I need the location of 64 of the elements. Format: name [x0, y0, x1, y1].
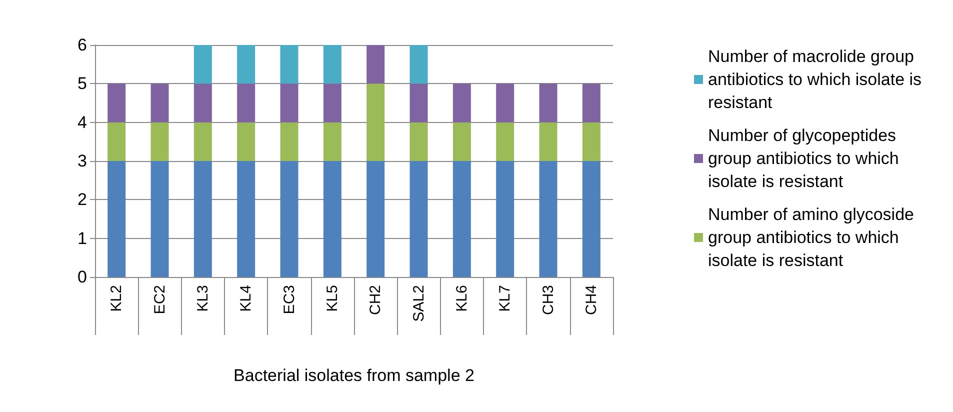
bar — [194, 84, 212, 122]
y-tick-label: 4 — [78, 112, 87, 132]
x-tick-label: CH3 — [540, 285, 557, 316]
y-tick-label: 0 — [78, 268, 87, 286]
bar — [452, 161, 471, 277]
legend-label: Number of macrolide group antibiotics to which isolate is resistant — [708, 47, 926, 112]
bar — [366, 84, 385, 161]
y-tick-label: 6 — [78, 36, 87, 54]
bar — [280, 84, 298, 122]
bar — [194, 45, 212, 84]
bar — [150, 161, 169, 277]
bar — [582, 84, 600, 122]
y-tick-label: 2 — [78, 190, 87, 210]
bar — [280, 45, 298, 84]
bar — [323, 122, 342, 161]
bar — [452, 84, 471, 122]
bar — [496, 84, 514, 122]
x-tick-label: CH2 — [367, 285, 384, 316]
x-tick-label: KL3 — [194, 285, 212, 312]
bar — [452, 122, 471, 161]
bar — [194, 161, 212, 277]
bar — [496, 122, 514, 161]
bar — [323, 45, 342, 84]
bar — [582, 161, 600, 277]
bar — [108, 84, 126, 122]
bar — [108, 122, 126, 161]
bar — [108, 161, 126, 277]
bar — [280, 161, 298, 277]
bar — [237, 84, 256, 122]
x-tick-label: EC2 — [151, 285, 168, 314]
legend-label: Number of glycopeptides group antibiotics to which isolate is resistant — [708, 126, 904, 191]
bar — [410, 45, 428, 84]
bar — [150, 122, 169, 161]
x-tick-label: KL7 — [496, 285, 514, 312]
x-tick-label: KL6 — [453, 285, 470, 312]
x-tick-label: SAL2 — [410, 285, 428, 322]
bar — [366, 161, 385, 277]
bar — [410, 84, 428, 122]
bar — [280, 122, 298, 161]
bar — [323, 84, 342, 122]
bar — [539, 122, 558, 161]
bar — [410, 122, 428, 161]
bar — [582, 122, 600, 161]
bar — [237, 45, 256, 84]
bar — [237, 122, 256, 161]
bar — [150, 84, 169, 122]
y-tick-label: 1 — [78, 228, 87, 248]
bar — [539, 161, 558, 277]
bar — [194, 122, 212, 161]
x-tick-label: KL2 — [108, 285, 126, 312]
x-axis-title: Bacterial isolates from sample 2 — [234, 366, 474, 385]
legend-label: Number of amino glycoside group antibiotics to which isolate is resistant — [708, 205, 919, 270]
bar — [323, 161, 342, 277]
x-tick-label: KL4 — [238, 285, 255, 312]
x-tick-label: CH4 — [582, 285, 600, 316]
y-tick-label: 5 — [78, 74, 87, 94]
y-tick-label: 3 — [78, 152, 87, 170]
x-tick-label: KL5 — [324, 285, 341, 312]
bar — [410, 161, 428, 277]
bar — [366, 45, 385, 84]
x-tick-label: EC3 — [280, 285, 298, 314]
bar — [237, 161, 256, 277]
bar — [496, 161, 514, 277]
bar — [539, 84, 558, 122]
